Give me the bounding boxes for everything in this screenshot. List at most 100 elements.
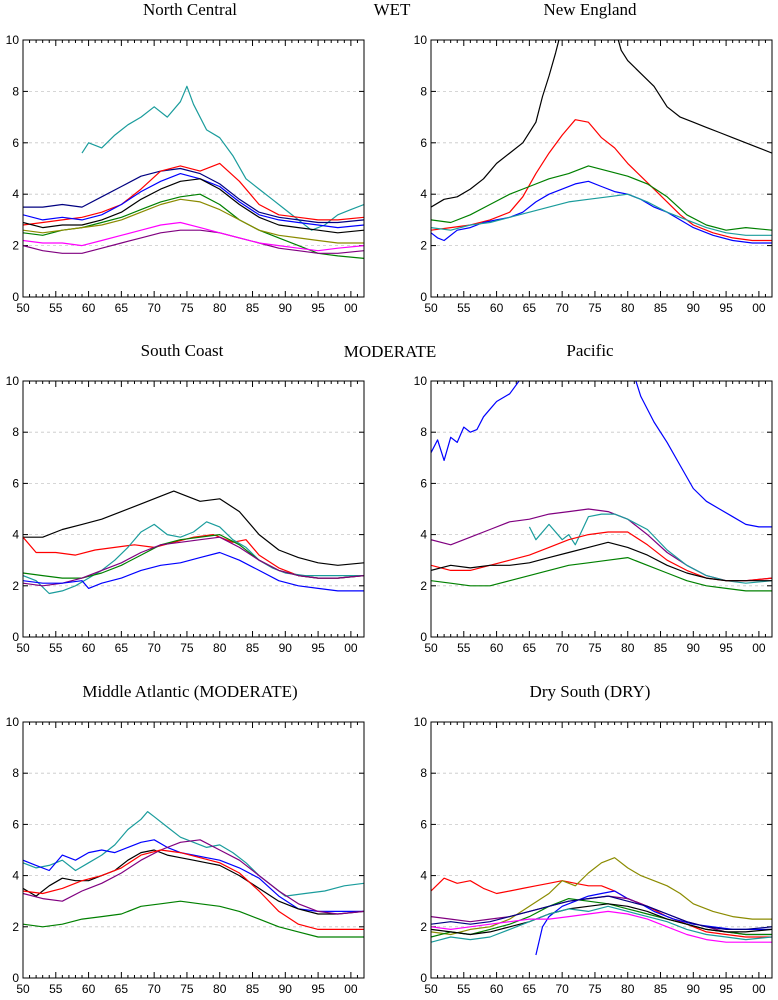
x-tick-label: 65 [523, 641, 537, 655]
y-tick-label: 8 [12, 425, 19, 439]
series-line-olive [23, 198, 364, 244]
x-tick-label: 90 [279, 641, 293, 655]
series-line-red [431, 531, 772, 582]
x-tick-label: 65 [115, 301, 129, 315]
x-tick-label: 00 [344, 641, 358, 655]
series-line-red [431, 119, 772, 242]
x-tick-label: 55 [49, 641, 63, 655]
y-tick-label: 2 [420, 920, 427, 934]
x-tick-label: 70 [555, 301, 569, 315]
series-line-green [431, 165, 772, 231]
series-line-purple [431, 508, 772, 582]
y-tick-label: 2 [12, 239, 19, 253]
y-tick-label: 8 [420, 766, 427, 780]
x-tick-label: 80 [213, 641, 227, 655]
y-tick-label: 10 [6, 374, 20, 388]
chart-panel-4: Middle Atlantic (MODERATE) 0 2 4 6 8 10 50 55 60 6… [6, 682, 365, 996]
y-tick-label: 6 [420, 136, 427, 150]
series-line-black [431, 903, 772, 936]
plot-frame [22, 380, 365, 638]
y-tick-label: 10 [6, 33, 20, 47]
x-tick-label: 95 [311, 641, 325, 655]
chart-title: North Central [143, 0, 237, 19]
y-tick-label: 2 [420, 239, 427, 253]
series-group [431, 857, 772, 956]
x-tick-label: 90 [687, 301, 701, 315]
chart-panel-2: South Coast 0 2 4 6 8 10 50 55 60 65 70 75 80 85 90 95 00 [6, 341, 365, 655]
series-line-purple [23, 839, 364, 915]
x-tick-label: 80 [621, 641, 635, 655]
chart-title: Pacific [566, 341, 614, 360]
series-group [23, 490, 364, 595]
chart-title: South Coast [141, 341, 224, 360]
x-tick-label: 50 [16, 301, 30, 315]
series-line-blue [431, 180, 772, 244]
x-tick-label: 85 [654, 641, 668, 655]
x-tick-label: 70 [555, 982, 569, 996]
series-line-teal [431, 905, 772, 943]
series-line-teal [431, 193, 772, 236]
x-tick-label: 60 [490, 641, 504, 655]
chart-title: Dry South (DRY) [530, 682, 651, 701]
y-tick-label: 0 [12, 290, 19, 304]
x-tick-label: 80 [213, 301, 227, 315]
plot-frame [430, 380, 773, 638]
y-tick-label: 6 [12, 136, 19, 150]
y-tick-label: 0 [12, 630, 19, 644]
y-tick-label: 4 [12, 528, 19, 542]
x-tick-label: 85 [246, 301, 260, 315]
series-line-black [23, 178, 364, 234]
x-tick-label: 00 [752, 982, 766, 996]
y-tick-label: 4 [420, 187, 427, 201]
series-line-teal [528, 513, 772, 584]
x-tick-label: 95 [311, 301, 325, 315]
series-line-blue [23, 173, 364, 229]
x-tick-label: 00 [752, 641, 766, 655]
chart-panel-0: North Central 0 2 4 6 8 10 50 55 60 65 70 75 80 85 90 95… [6, 0, 365, 315]
x-tick-label: 60 [82, 641, 96, 655]
series-line-magenta [23, 221, 364, 252]
y-tick-label: 8 [12, 766, 19, 780]
series-line-teal [23, 521, 364, 595]
series-line-blue [431, 381, 772, 528]
plot-frame [430, 721, 773, 979]
x-tick-label: 50 [16, 641, 30, 655]
series-line-green [23, 900, 364, 938]
y-tick-label: 8 [420, 84, 427, 98]
x-tick-label: 55 [457, 301, 471, 315]
x-tick-label: 70 [147, 301, 161, 315]
y-tick-label: 0 [420, 971, 427, 985]
plot-frame [22, 721, 365, 979]
x-tick-label: 90 [687, 982, 701, 996]
band-label-wet: WET [374, 0, 411, 19]
x-tick-label: 65 [523, 982, 537, 996]
y-tick-label: 10 [414, 715, 428, 729]
x-tick-label: 70 [555, 641, 569, 655]
x-tick-label: 95 [719, 301, 733, 315]
x-tick-label: 60 [82, 982, 96, 996]
y-tick-label: 0 [420, 630, 427, 644]
chart-panel-3: Pacific 0 2 4 6 8 10 50 55 60 65 70 75 80 85 90 95 00 [414, 341, 773, 655]
x-tick-label: 60 [82, 301, 96, 315]
x-tick-label: 60 [490, 982, 504, 996]
y-tick-label: 0 [420, 290, 427, 304]
x-tick-label: 65 [523, 301, 537, 315]
x-tick-label: 75 [588, 641, 602, 655]
x-tick-label: 70 [147, 641, 161, 655]
x-tick-label: 90 [279, 982, 293, 996]
y-tick-label: 2 [420, 579, 427, 593]
x-tick-label: 50 [424, 982, 438, 996]
x-tick-label: 75 [588, 301, 602, 315]
x-tick-label: 95 [311, 982, 325, 996]
series-group [23, 85, 364, 259]
band-label-moderate: MODERATE [344, 342, 437, 361]
x-tick-label: 00 [344, 301, 358, 315]
x-tick-label: 65 [115, 982, 129, 996]
y-tick-label: 4 [12, 187, 19, 201]
series-line-green [431, 556, 772, 592]
chart-panel-5: Dry South (DRY) 0 2 4 6 8 10 50 55 60 65 70 75 80 85 90… [414, 682, 773, 996]
series-line-navy [23, 167, 364, 224]
y-tick-label: 6 [12, 817, 19, 831]
series-line-magenta [431, 910, 772, 943]
x-tick-label: 75 [180, 982, 194, 996]
